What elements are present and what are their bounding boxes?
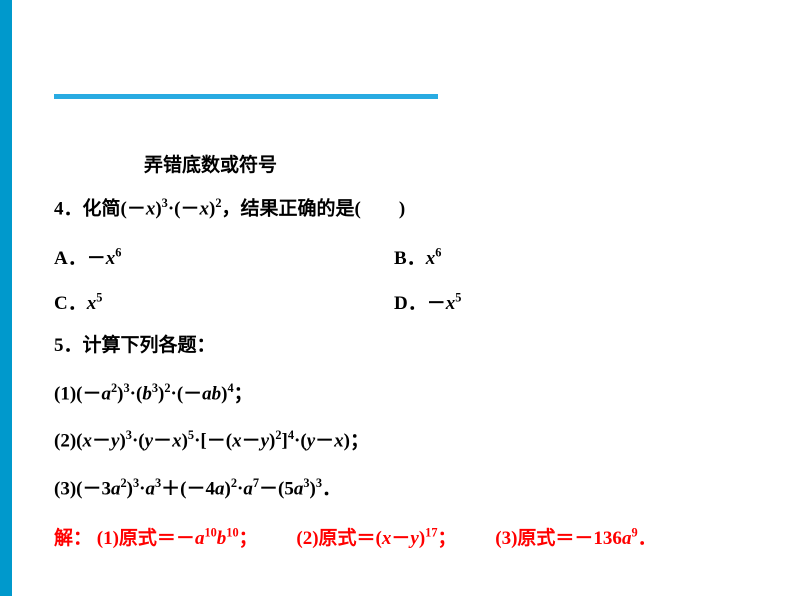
a1-v2: b [217,528,227,549]
q5i2-m1: － [92,431,111,452]
opt-d-var: x [446,293,456,314]
q5i2-m2: － [153,431,172,452]
q4-p1: (－ [121,198,146,219]
q5i3-a5: a [294,479,304,500]
q4-mid: ·(－ [168,198,200,219]
q5i2-n: (2) [54,431,76,452]
q5i2-x1: x [82,431,92,452]
q4-stem: 4．化简(－x)3·(－x)2，结果正确的是( ) [54,195,754,223]
a1-v1: a [195,528,205,549]
content-area: 弄错底数或符号 4．化简(－x)3·(－x)2，结果正确的是( ) A．－x6 … [54,150,754,550]
ans-2: (2)原式＝(x－y)17； [296,523,456,550]
q5i2-m3: － [242,431,261,452]
q5i1-p1: (－ [76,383,101,404]
title-underline [54,94,438,99]
q5i3-minus: －(5 [259,479,294,500]
a2-v2: y [410,528,418,549]
section-title: 弄错底数或符号 [144,150,754,177]
a1-end: ； [239,528,258,549]
left-accent-bar [0,0,12,596]
a2-v1: x [382,528,392,549]
q5i2-end: ； [350,431,369,452]
opt-b-label: B． [394,248,426,269]
a2-end: ； [438,528,457,549]
q5i3-n: (3) [54,479,76,500]
q5i3-p1: (－3 [76,479,111,500]
q5i3-a3: a [215,479,225,500]
q5i3-plus1: ＋(－4 [161,479,215,500]
a3-end: ． [638,528,657,549]
q5i2-y3: y [261,431,269,452]
q5i1-b: b [142,383,152,404]
a3-t1: 原式＝－136 [517,528,622,549]
a1-t1: 原式＝－ [119,528,195,549]
q5i2-d3: ·( [294,431,307,452]
a2-s1: 17 [425,526,437,540]
opt-d-label: D． [394,293,427,314]
opt-d-sup: 5 [455,291,461,305]
q5i1-n: (1) [54,383,76,404]
q4-tail: ，结果正确的是( ) [222,198,406,219]
a3-v1: a [622,528,632,549]
a1-s1: 10 [204,526,216,540]
q5i3-end: ． [322,479,341,500]
q5i1-d2: ·(－ [171,383,203,404]
q5i3-a2: a [146,479,156,500]
a3-n: (3) [495,528,517,549]
q4-option-c: C．x5 [54,288,394,315]
q5i1-ab2: b [212,383,222,404]
q4-option-d: D．－x5 [394,288,734,315]
q5i3-a4: a [243,479,253,500]
q5i1-a: a [101,383,111,404]
a1-s2: 10 [226,526,238,540]
ans-3: (3)原式＝－136a9． [495,523,656,550]
q5i2-d2: ·[－( [194,431,232,452]
q5i2-d1: ·( [132,431,145,452]
q5i1-ab1: a [202,383,212,404]
opt-b-sup: 6 [435,246,441,260]
q5i2-x2: x [172,431,182,452]
q4-x1: x [146,198,156,219]
ans-label: 解： [54,528,92,549]
q5-label: 5．计算下列各题： [54,333,754,360]
q5i2-x4: x [334,431,344,452]
q5-item-2: (2)(x－y)3·(y－x)5·[－(x－y)2]4·(y－x)； [54,427,754,455]
opt-a-var: x [106,248,116,269]
a2-m: － [391,528,410,549]
q4-options: A．－x6 B．x6 C．x5 D．－x5 [54,243,754,333]
q5-item-3: (3)(－3a2)3·a3＋(－4a)2·a7－(5a3)3． [54,475,754,503]
opt-a-sup: 6 [115,246,121,260]
opt-d-neg: － [427,293,446,314]
opt-b-var: x [426,248,436,269]
q5i1-end: ； [234,383,253,404]
ans-1: (1)原式＝－a10b10； [97,523,258,550]
q5i2-y2: y [145,431,153,452]
q4-option-b: B．x6 [394,243,734,270]
a2-t1: 原式＝( [319,528,382,549]
opt-a-neg: － [87,248,106,269]
opt-c-sup: 5 [96,291,102,305]
q5i2-m4: － [315,431,334,452]
q5i2-x3: x [232,431,242,452]
a2-n: (2) [296,528,318,549]
opt-a-label: A． [54,248,87,269]
q5i1-d1: ·( [130,383,143,404]
q5i2-y4: y [307,431,315,452]
q5-item-1: (1)(－a2)3·(b3)2·(－ab)4； [54,380,754,408]
answer-line: 解： (1)原式＝－a10b10； (2)原式＝(x－y)17； (3)原式＝－… [54,523,754,550]
opt-c-label: C． [54,293,87,314]
opt-c-var: x [87,293,97,314]
q4-x2: x [200,198,210,219]
a1-n: (1) [97,528,119,549]
q4-label: 4．化简 [54,198,121,219]
q4-option-a: A．－x6 [54,243,394,270]
